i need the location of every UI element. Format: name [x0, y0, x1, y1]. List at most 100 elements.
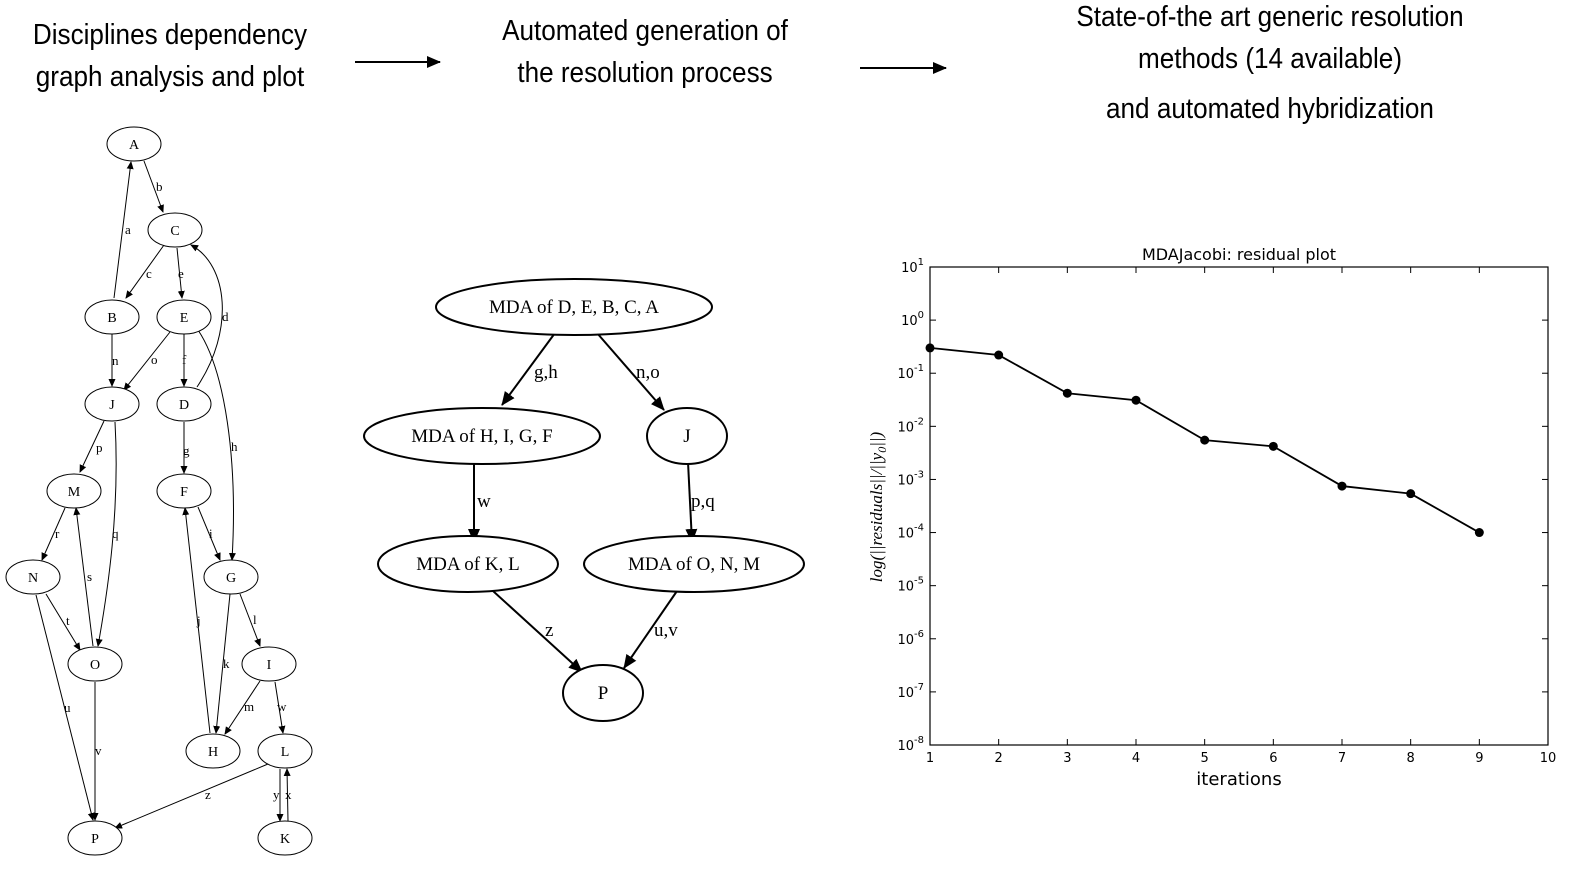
- residual-point: [1131, 395, 1141, 405]
- process-node-mda-higf[interactable]: MDA of H, I, G, F: [363, 407, 601, 465]
- dep-node-M[interactable]: M: [46, 473, 102, 509]
- residual-point: [1337, 481, 1347, 491]
- y-tick-label: 10-5: [897, 576, 924, 595]
- edge-label-u: u: [64, 700, 71, 715]
- residual-point: [1062, 388, 1072, 398]
- dep-node-G[interactable]: G: [203, 559, 259, 595]
- svg-text:A: A: [129, 138, 140, 153]
- process-label-w: w: [477, 491, 491, 512]
- process-label-uv: u,v: [654, 620, 678, 641]
- dep-node-L[interactable]: L: [257, 733, 313, 769]
- edge-b: [143, 160, 164, 213]
- dep-node-O[interactable]: O: [67, 646, 123, 682]
- chart-ticks: 1 2 3 4 5 6 7 8 9 10 101 100 10-1 10-2 10-3 10-4 10-5 10-…: [897, 257, 1556, 766]
- process-node-mda-decba[interactable]: MDA of D, E, B, C, A: [435, 278, 713, 336]
- step3-header: State-of-the art generic resolution meth…: [1054, 0, 1486, 130]
- x-tick-label: 7: [1338, 751, 1346, 766]
- dep-node-D[interactable]: D: [156, 386, 212, 422]
- edge-label-b: b: [156, 179, 163, 194]
- step1-header-line2: graph analysis and plot: [35, 61, 305, 93]
- process-label-gh: g,h: [534, 362, 558, 383]
- svg-text:K: K: [280, 832, 290, 847]
- process-node-mda-onm[interactable]: MDA of O, N, M: [583, 535, 805, 593]
- edge-label-d: d: [222, 309, 229, 324]
- y-tick-label: 10-7: [897, 682, 924, 701]
- edge-label-h: h: [231, 439, 238, 454]
- process-node-j[interactable]: J: [646, 407, 728, 465]
- step2-header: Automated generation of the resolution p…: [488, 10, 803, 94]
- process-edge-gh: [501, 332, 556, 406]
- residual-point: [994, 350, 1004, 360]
- dep-node-J[interactable]: J: [84, 386, 140, 422]
- edge-x: [283, 768, 291, 822]
- step1-header: Disciplines dependency graph analysis an…: [17, 14, 323, 98]
- edge-label-l: l: [253, 612, 257, 627]
- edge-c: [125, 244, 165, 299]
- y-tick-label: 10-3: [897, 469, 924, 488]
- dep-node-A[interactable]: A: [106, 126, 162, 162]
- x-tick-label: 1: [926, 751, 934, 766]
- edge-label-t: t: [66, 613, 70, 628]
- edge-o: [123, 331, 171, 391]
- process-edge-z: [492, 590, 583, 673]
- edge-label-m: m: [244, 699, 254, 714]
- edge-u: [35, 594, 95, 821]
- y-tick-label: 10-2: [897, 416, 924, 435]
- dep-node-H[interactable]: H: [185, 733, 241, 769]
- svg-text:MDA of D, E, B, C, A: MDA of D, E, B, C, A: [489, 297, 659, 318]
- edge-label-c: c: [146, 266, 152, 281]
- dep-node-I[interactable]: I: [241, 646, 297, 682]
- edge-label-j: j: [196, 613, 201, 628]
- dependency-edge-labels: a b c d e f g h i j k l m n o p q r s t …: [55, 179, 292, 802]
- edge-m: [224, 680, 261, 735]
- process-node-p[interactable]: P: [562, 664, 644, 722]
- svg-text:G: G: [226, 571, 236, 586]
- process-node-mda-kl[interactable]: MDA of K, L: [377, 535, 559, 593]
- process-edge-no: [596, 332, 665, 411]
- process-nodes: MDA of D, E, B, C, A MDA of H, I, G, F J…: [363, 278, 805, 722]
- step3-header-line2: methods (14 available): [1137, 43, 1403, 75]
- process-label-z: z: [545, 620, 553, 641]
- process-edge-labels: g,h n,o w p,q z u,v: [477, 362, 715, 641]
- edge-k: [213, 593, 231, 734]
- x-tick-label: 2: [995, 751, 1003, 766]
- edge-label-s: s: [87, 569, 92, 584]
- edge-label-x: x: [285, 787, 292, 802]
- edge-p: [79, 420, 105, 473]
- edge-label-g: g: [183, 443, 190, 458]
- dep-node-B[interactable]: B: [84, 299, 140, 335]
- edge-label-v: v: [95, 743, 102, 758]
- svg-text:P: P: [598, 683, 609, 704]
- dep-node-C[interactable]: C: [147, 212, 203, 248]
- edge-label-n: n: [112, 353, 119, 368]
- step3-header-line1: State-of-the art generic resolution: [1076, 1, 1464, 33]
- svg-text:F: F: [180, 485, 188, 500]
- svg-text:MDA of O, N, M: MDA of O, N, M: [628, 554, 760, 575]
- dep-node-K[interactable]: K: [257, 820, 313, 856]
- svg-text:B: B: [107, 311, 116, 326]
- svg-text:MDA of H, I, G, F: MDA of H, I, G, F: [411, 426, 552, 447]
- svg-text:C: C: [170, 224, 179, 239]
- dep-node-N[interactable]: N: [5, 559, 61, 595]
- dep-node-E[interactable]: E: [156, 299, 212, 335]
- edge-r: [41, 507, 66, 561]
- edge-w: [274, 681, 286, 734]
- residual-point: [1200, 435, 1210, 445]
- svg-text:J: J: [109, 398, 115, 413]
- residual-point: [1268, 441, 1278, 451]
- svg-text:D: D: [179, 398, 189, 413]
- edge-h: [197, 329, 236, 561]
- edge-a: [113, 161, 134, 299]
- y-tick-label: 100: [901, 310, 924, 329]
- residual-point: [1406, 489, 1416, 499]
- edge-s: [73, 507, 94, 647]
- dep-node-P[interactable]: P: [67, 820, 123, 856]
- svg-text:I: I: [267, 658, 272, 673]
- edge-t: [45, 593, 81, 651]
- svg-text:P: P: [91, 832, 99, 847]
- edge-label-o: o: [151, 352, 158, 367]
- svg-text:J: J: [683, 426, 690, 447]
- edge-label-w: w: [277, 699, 287, 714]
- x-tick-label: 3: [1063, 751, 1071, 766]
- dep-node-F[interactable]: F: [156, 473, 212, 509]
